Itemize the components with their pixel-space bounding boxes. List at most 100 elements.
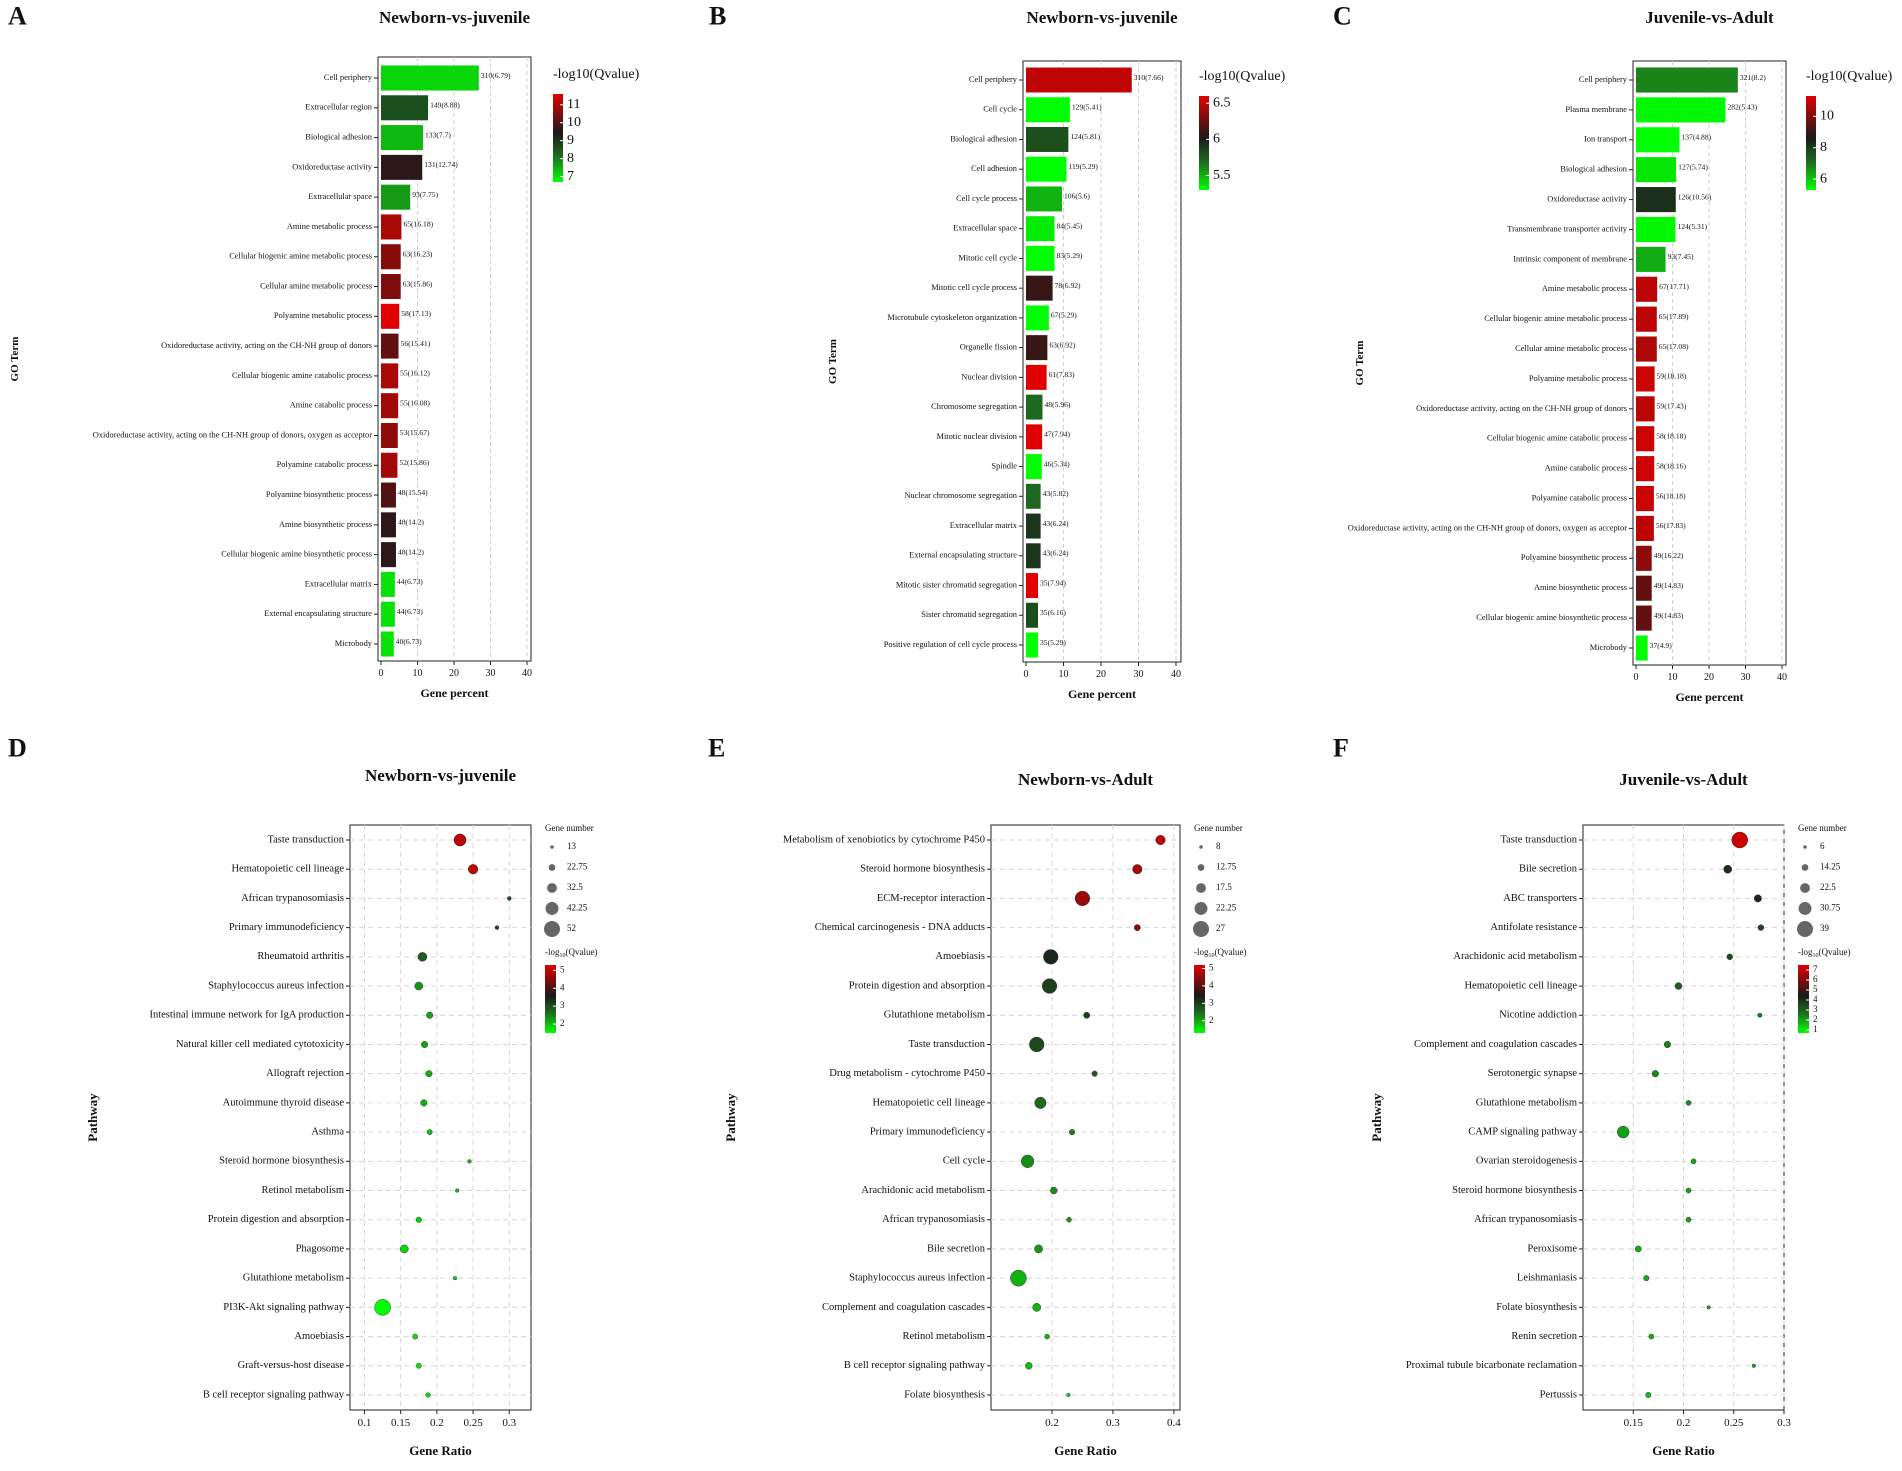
panel-b-category-label: Cell cycle process (956, 194, 1017, 203)
panel-c-category-label: Oxidoreductase activity, acting on the C… (1416, 404, 1627, 413)
panel-b-bar-label: 124(5.81) (1070, 132, 1100, 141)
panel-e-size-legend-dot (1196, 883, 1206, 893)
panel-b-bar-label: 78(6.92) (1055, 281, 1081, 290)
panel-d-size-legend-label: 52 (567, 923, 576, 933)
panel-a-category-label: Oxidoreductase activity, acting on the C… (93, 430, 372, 439)
panel-a-bar (381, 631, 394, 657)
panel-e-x-axis-label: Gene Ratio (1054, 1443, 1116, 1458)
panel-c-colorbar-label: 8 (1820, 140, 1827, 155)
panel-d-size-legend-label: 42.25 (567, 903, 588, 913)
panel-a-category-label: Cell periphery (324, 73, 373, 82)
panel-a-bar-label: 48(14.2) (398, 547, 424, 556)
panel-f-colorbar (1798, 965, 1809, 1033)
panel-e-point (1041, 978, 1058, 994)
panel-f-x-tick-label: 0.3 (1777, 1417, 1791, 1429)
panel-a-bar (381, 125, 423, 151)
panel-a-bar-label: 40(6.73) (396, 637, 422, 646)
panel-b-bar (1026, 513, 1041, 539)
panel-e-colorbar (1194, 965, 1205, 1033)
panel-c-category-label: Oxidoreductase activity (1547, 195, 1628, 204)
panel-c-bar-label: 59(18.18) (1657, 372, 1687, 381)
panel-c-x-tick-label: 0 (1634, 672, 1639, 683)
panel-b-bar (1026, 454, 1042, 480)
panel-c-category-label: Cellular biogenic amine catabolic proces… (1487, 434, 1627, 443)
panel-a-bar-label: 310(6.79) (481, 71, 511, 80)
panel-a-bar (381, 244, 401, 270)
panel-e-point (1132, 864, 1143, 875)
panel-b-bar (1026, 216, 1055, 242)
panel-b-category-label: Positive regulation of cell cycle proces… (884, 640, 1017, 649)
panel-f-pathway-label: Peroxisome (1527, 1243, 1577, 1254)
panel-b-category-label: Nuclear division (961, 372, 1017, 381)
panel-e-point (1155, 835, 1166, 845)
panel-a-bar-label: 55(16.12) (400, 369, 430, 378)
panel-f-size-legend-label: 6 (1820, 841, 1825, 851)
panel-f-point (1690, 1158, 1697, 1165)
panel-c-category-label: Ion transport (1584, 135, 1628, 144)
panel-e-point (1029, 1036, 1045, 1053)
panel-a-colorbar-label: 8 (567, 151, 574, 166)
panel-e-point (1010, 1269, 1027, 1287)
panel-b-bar-label: 43(6.24) (1043, 519, 1069, 528)
panel-c-x-tick-label: 40 (1777, 672, 1787, 683)
panel-a-x-tick-label: 30 (486, 668, 496, 679)
panel-d-pathway-label: Hematopoietic cell lineage (231, 864, 344, 875)
panel-b-bar (1026, 335, 1048, 361)
panel-a-bar-label: 93(7.75) (412, 190, 438, 199)
panel-f-point (1706, 1305, 1711, 1310)
panel-a-category-label: Oxidoreductase activity (292, 162, 373, 171)
panel-b-bar-label: 48(5.96) (1045, 400, 1071, 409)
panel-a-bar (381, 184, 411, 210)
panel-d-x-tick-label: 0.25 (463, 1417, 483, 1429)
panel-e-y-axis-label: Pathway (723, 1093, 738, 1142)
panel-f-point (1685, 1187, 1692, 1194)
panel-d-pathway-label: Taste transduction (267, 834, 344, 845)
panel-e-x-tick-label: 0.4 (1167, 1417, 1181, 1429)
panel-c-bar (1636, 127, 1680, 153)
panel-c-bar-label: 58(18.16) (1656, 461, 1686, 470)
panel-d-x-tick-label: 0.1 (358, 1417, 372, 1429)
panel-c-bar (1636, 426, 1655, 452)
panel-c-x-tick-label: 10 (1668, 672, 1678, 683)
panel-a-bar-label: 48(15.54) (398, 488, 428, 497)
panel-d-point (400, 1244, 409, 1254)
panel-a-x-tick-label: 40 (522, 668, 532, 679)
panel-a-x-tick-label: 0 (379, 668, 384, 679)
panel-a-colorbar-label: 10 (567, 115, 581, 130)
panel-b-bar (1026, 602, 1038, 628)
panel-c-bar-label: 59(17.43) (1657, 402, 1687, 411)
panel-d-colorbar-label: 5 (560, 964, 565, 974)
panel-e-point (1034, 1244, 1043, 1254)
panel-c-category-label: Cell periphery (1579, 75, 1628, 84)
panel-d-point (415, 1216, 422, 1223)
panel-f-point (1685, 1216, 1692, 1223)
panel-f-point (1726, 953, 1733, 961)
panel-e-pathway-label: Metabolism of xenobiotics by cytochrome … (783, 834, 985, 845)
panel-b-category-label: Extracellular space (953, 224, 1017, 233)
panel-b-bar-label: 46(5.34) (1044, 459, 1070, 468)
panel-e-size-legend-label: 27 (1216, 923, 1226, 933)
panel-a-bar (381, 422, 398, 448)
panel-e-size-legend-label: 22.25 (1216, 903, 1237, 913)
panel-f-pathway-label: Folate biosynthesis (1496, 1302, 1577, 1313)
panel-a-bar (381, 363, 399, 389)
panel-e-point (1020, 1154, 1035, 1168)
panel-b-category-label: Extracellular matrix (950, 521, 1018, 530)
panel-c-bar-label: 126(10.56) (1678, 192, 1712, 201)
panel-f-pathway-label: African trypanosomiasis (1474, 1214, 1577, 1225)
panel-a-bar (381, 214, 402, 240)
panel-f-colorbar-label: 4 (1813, 994, 1818, 1004)
panel-f-pathway-label: Glutathione metabolism (1476, 1097, 1577, 1108)
panel-c-x-axis-label: Gene percent (1675, 690, 1743, 704)
panel-f-point (1731, 831, 1749, 849)
panel-b-bar-label: 47(7.94) (1044, 430, 1070, 439)
panel-e-pathway-label: ECM-receptor interaction (877, 893, 986, 904)
panel-b-bar (1026, 67, 1132, 93)
panel-a-bar-label: 131(12.74) (424, 160, 458, 169)
panel-a-bar-label: 52(15.86) (399, 458, 429, 467)
panel-a-bar (381, 274, 401, 300)
panel-c-bar (1636, 635, 1648, 661)
panel-e-colorbar-label: 4 (1209, 980, 1214, 990)
panel-f-colorbar-label: 3 (1813, 1004, 1818, 1014)
panel-e-point (1083, 1011, 1091, 1019)
